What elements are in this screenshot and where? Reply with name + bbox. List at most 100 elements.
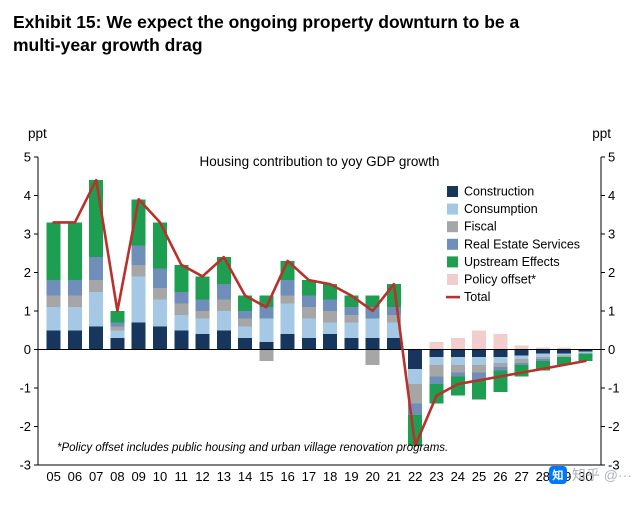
bar-segment-25 xyxy=(472,380,487,400)
bar-segment-22 xyxy=(408,368,423,385)
y-tick-label-left: 0 xyxy=(24,342,31,357)
bar-segment-09 xyxy=(131,276,146,323)
bar-segment-10 xyxy=(152,287,167,300)
bar-segment-26 xyxy=(493,357,508,363)
bar-segment-19 xyxy=(344,322,359,338)
bar-segment-08 xyxy=(110,330,125,338)
legend-label: Upstream Effects xyxy=(464,255,560,269)
bar-segment-07 xyxy=(89,291,104,327)
bar-segment-28 xyxy=(535,353,550,358)
x-tick-label: 10 xyxy=(153,469,167,484)
bar-segment-12 xyxy=(195,299,210,311)
bar-segment-13 xyxy=(216,311,231,331)
bar-segment-23 xyxy=(429,384,444,404)
bar-segment-08 xyxy=(110,322,125,327)
bar-segment-28 xyxy=(535,359,550,362)
x-tick-label: 24 xyxy=(451,469,465,484)
bar-segment-19 xyxy=(344,314,359,323)
bar-segment-10 xyxy=(152,268,167,288)
bar-segment-11 xyxy=(174,291,189,304)
bar-segment-20 xyxy=(365,295,380,308)
bar-segment-20 xyxy=(365,337,380,350)
legend-swatch xyxy=(447,256,458,268)
bar-segment-05 xyxy=(46,295,61,308)
x-tick-label: 08 xyxy=(110,469,124,484)
bar-segment-14 xyxy=(238,337,253,350)
bar-segment-21 xyxy=(386,322,401,338)
legend-swatch xyxy=(447,203,458,215)
y-tick-label-left: 3 xyxy=(24,227,31,242)
y-tick-label-left: -2 xyxy=(19,419,31,434)
bar-segment-29 xyxy=(557,357,572,365)
bar-segment-20 xyxy=(365,349,380,365)
bar-segment-18 xyxy=(323,334,338,350)
bar-segment-24 xyxy=(450,372,465,377)
bar-segment-15 xyxy=(259,318,274,342)
x-tick-label: 19 xyxy=(344,469,358,484)
bar-segment-13 xyxy=(216,299,231,311)
chart-title: Housing contribution to yoy GDP growth xyxy=(200,154,440,169)
bar-segment-18 xyxy=(323,284,338,300)
bar-segment-30 xyxy=(578,351,593,354)
bar-segment-18 xyxy=(323,311,338,323)
legend-swatch xyxy=(447,274,458,285)
bar-segment-08 xyxy=(110,326,125,331)
bar-segment-06 xyxy=(67,295,82,308)
bar-segment-30 xyxy=(578,349,593,352)
bar-segment-17 xyxy=(301,295,316,308)
bar-segment-07 xyxy=(89,257,104,281)
bar-segment-28 xyxy=(535,347,550,350)
bar-segment-29 xyxy=(557,353,572,356)
legend-swatch xyxy=(447,238,458,250)
bar-segment-09 xyxy=(131,264,146,277)
y-tick-label-right: 4 xyxy=(608,188,615,203)
bar-segment-05 xyxy=(46,307,61,331)
bar-segment-26 xyxy=(493,349,508,358)
bar-segment-14 xyxy=(238,311,253,319)
bar-segment-24 xyxy=(450,357,465,365)
bar-segment-23 xyxy=(429,341,444,350)
bar-segment-23 xyxy=(429,357,444,365)
bar-segment-14 xyxy=(238,326,253,338)
bar-segment-15 xyxy=(259,307,274,319)
x-tick-label: 27 xyxy=(514,469,528,484)
bar-segment-22 xyxy=(408,403,423,415)
bar-segment-19 xyxy=(344,295,359,308)
bar-segment-12 xyxy=(195,311,210,319)
bar-segment-20 xyxy=(365,318,380,338)
x-tick-label: 30 xyxy=(578,469,592,484)
legend-label: Real Estate Services xyxy=(464,237,580,251)
legend-label: Fiscal xyxy=(464,220,497,234)
bar-segment-28 xyxy=(535,361,550,371)
x-tick-label: 23 xyxy=(429,469,443,484)
bar-segment-05 xyxy=(46,222,61,281)
y-tick-label-right: 0 xyxy=(608,342,615,357)
y-tick-label-left: 4 xyxy=(24,188,31,203)
bar-segment-09 xyxy=(131,245,146,265)
y-tick-label-left: -1 xyxy=(19,381,31,396)
bar-segment-14 xyxy=(238,318,253,327)
bar-segment-06 xyxy=(67,222,82,281)
x-tick-label: 16 xyxy=(280,469,294,484)
bar-segment-05 xyxy=(46,330,61,350)
bar-segment-29 xyxy=(557,349,572,354)
bar-segment-16 xyxy=(280,334,295,350)
y-tick-label-left: 1 xyxy=(24,304,31,319)
bar-segment-16 xyxy=(280,303,295,335)
bar-segment-26 xyxy=(493,362,508,367)
bar-segment-26 xyxy=(493,370,508,392)
bar-segment-15 xyxy=(259,341,274,350)
bar-segment-28 xyxy=(535,357,550,360)
bar-segment-11 xyxy=(174,314,189,331)
x-tick-label: 12 xyxy=(195,469,209,484)
legend-swatch xyxy=(447,221,458,233)
zhihu-icon: 知 xyxy=(548,466,567,484)
bar-segment-09 xyxy=(131,322,146,350)
bar-segment-10 xyxy=(152,222,167,269)
bar-segment-27 xyxy=(514,364,529,377)
bar-segment-30 xyxy=(578,353,593,362)
bar-segment-26 xyxy=(493,366,508,371)
bar-segment-17 xyxy=(301,318,316,338)
bar-segment-25 xyxy=(472,349,487,358)
